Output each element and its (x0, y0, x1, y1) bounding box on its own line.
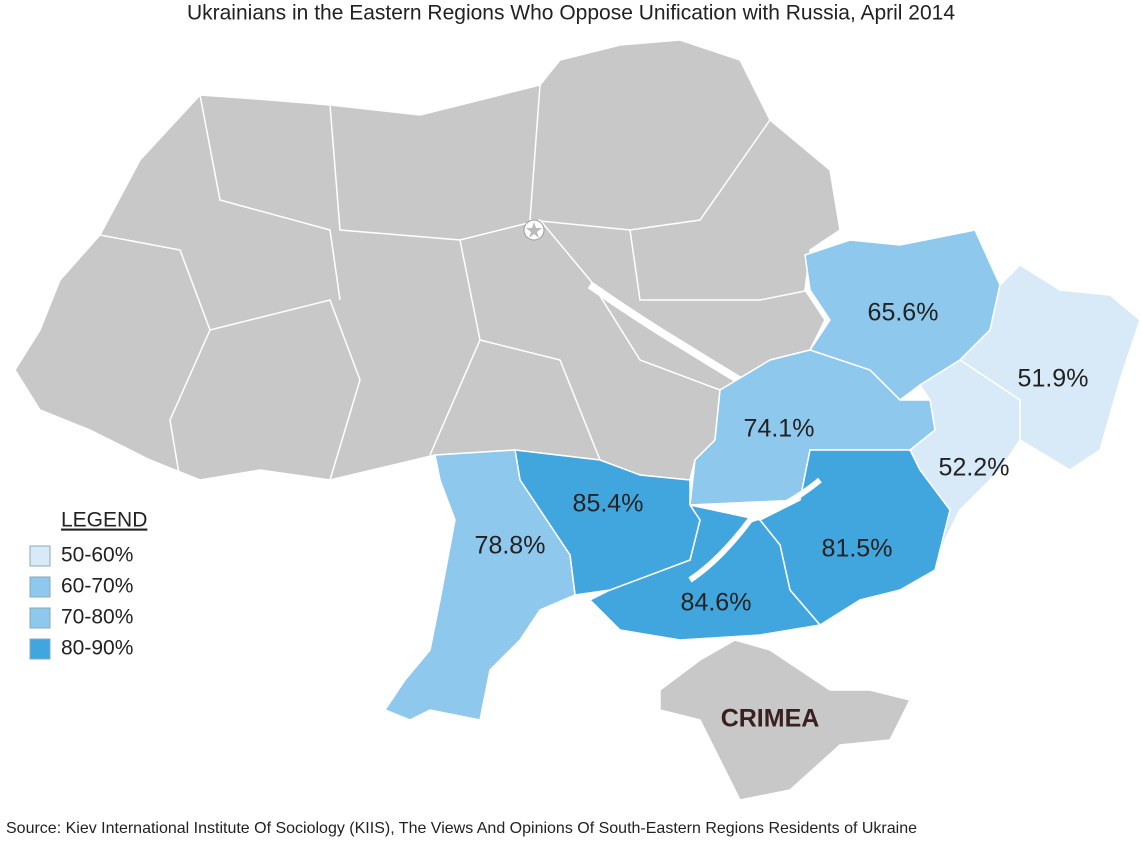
region-label: 78.8% (475, 532, 546, 560)
dnipro-reservoir (688, 477, 822, 583)
legend-label: 80-90% (61, 637, 133, 660)
region-label: 85.4% (573, 490, 644, 518)
map-title: Ukrainians in the Eastern Regions Who Op… (187, 2, 955, 25)
legend-label: 70-80% (61, 606, 133, 629)
capital-star (526, 222, 542, 238)
legend-title: LEGEND (61, 509, 147, 532)
crimea-label: CRIMEA (721, 705, 820, 733)
region-label: 65.6% (868, 299, 939, 327)
internal-borders (629, 229, 811, 301)
internal-borders (479, 339, 601, 461)
legend-label: 50-60% (61, 544, 133, 567)
legend: 50-60% 60-70% 70-80% 80-90% (29, 544, 133, 660)
legend-swatch (29, 576, 51, 598)
region-label: 84.6% (681, 589, 752, 617)
country-base (14, 39, 841, 481)
region-label: 51.9% (1018, 365, 1089, 393)
source-note: Source: Kiev International Institute Of … (6, 820, 917, 837)
internal-borders (459, 219, 721, 391)
legend-swatch (29, 607, 51, 629)
internal-borders (209, 299, 361, 481)
region-label: 52.2% (939, 454, 1010, 482)
legend-label: 60-70% (61, 575, 133, 598)
region (383, 449, 576, 721)
legend-swatch (29, 545, 51, 567)
legend-swatch (29, 638, 51, 660)
crimea (659, 639, 912, 801)
internal-borders (199, 94, 341, 301)
region-label: 74.1% (744, 415, 815, 443)
region-label: 81.5% (822, 535, 893, 563)
